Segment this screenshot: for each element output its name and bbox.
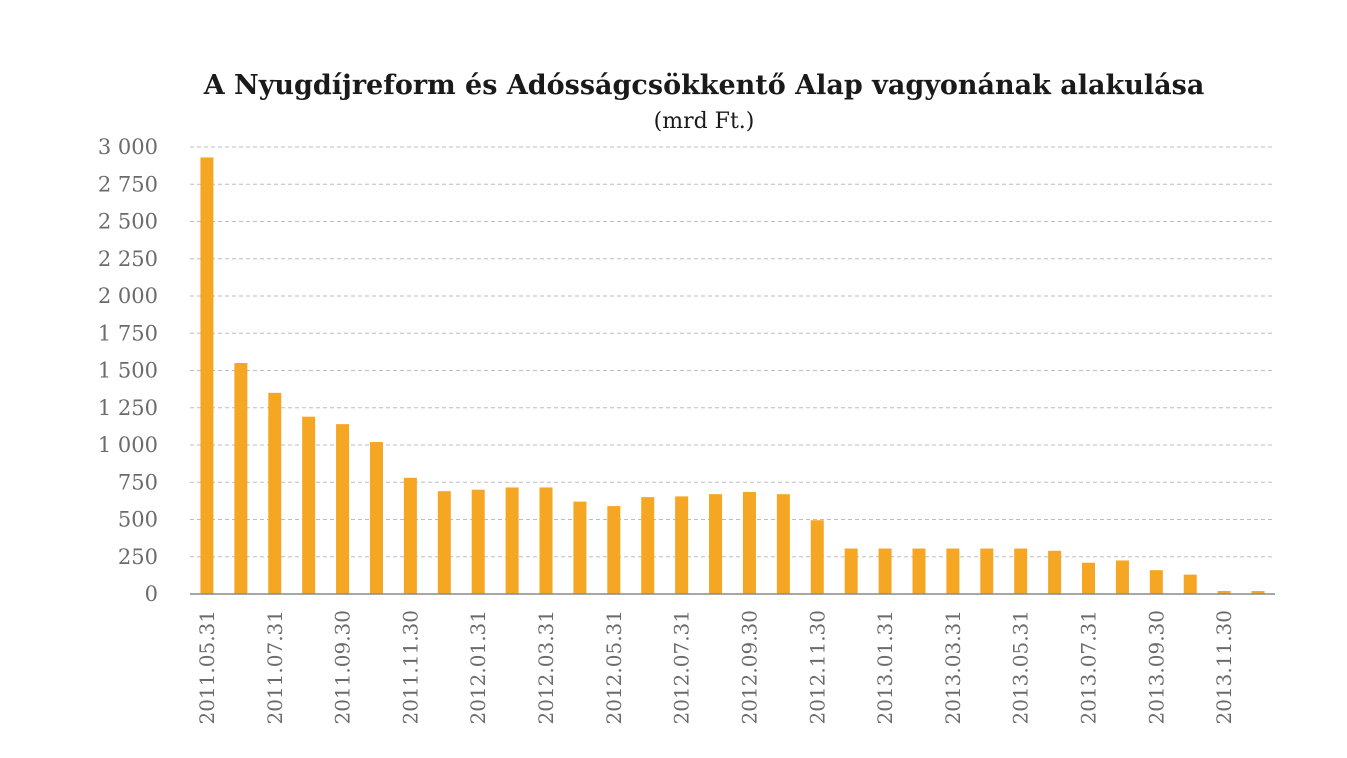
- x-tick-label: 2013.07.31: [1077, 610, 1101, 725]
- y-tick-label: 1 250: [98, 396, 158, 420]
- bar: [234, 363, 248, 594]
- bar: [810, 520, 824, 594]
- bar: [607, 506, 621, 594]
- x-axis-ticks: 2011.05.31 2011.07.31 2011.09.30 2011.11.30…: [195, 610, 1236, 725]
- y-tick-label: 2 750: [98, 172, 158, 196]
- x-tick-label: 2011.05.31: [195, 610, 219, 725]
- bar: [1115, 560, 1129, 594]
- x-tick-label: 2012.11.30: [805, 610, 829, 725]
- bar: [1082, 562, 1096, 594]
- bar: [437, 491, 451, 594]
- bar: [369, 442, 383, 594]
- x-tick-label: 2013.11.30: [1212, 610, 1236, 725]
- bar: [1183, 574, 1197, 594]
- gridlines: [190, 146, 1275, 558]
- bar: [675, 496, 689, 594]
- x-tick-label: 2012.01.31: [466, 610, 490, 725]
- bar: [742, 491, 756, 594]
- y-tick-label: 1 500: [98, 359, 158, 383]
- bar: [268, 392, 282, 594]
- bar: [302, 416, 316, 594]
- bars: [200, 157, 1265, 594]
- bar: [709, 494, 723, 594]
- bar: [1217, 591, 1231, 594]
- bar: [912, 548, 926, 594]
- bar: [1014, 548, 1028, 594]
- y-tick-label: 750: [118, 470, 158, 494]
- bar: [1149, 570, 1163, 594]
- y-tick-label: 2 250: [98, 247, 158, 271]
- bar: [336, 424, 350, 594]
- x-tick-label: 2011.09.30: [331, 610, 355, 725]
- y-tick-label: 250: [118, 545, 158, 569]
- x-tick-label: 2012.03.31: [534, 610, 558, 725]
- x-tick-label: 2013.01.31: [873, 610, 897, 725]
- y-tick-label: 2 000: [98, 284, 158, 308]
- bar: [1251, 591, 1265, 594]
- y-tick-label: 500: [118, 508, 158, 532]
- y-tick-label: 3 000: [98, 135, 158, 159]
- x-tick-label: 2012.09.30: [737, 610, 761, 725]
- bar: [539, 487, 553, 594]
- y-tick-label: 0: [145, 582, 158, 606]
- x-tick-label: 2011.11.30: [398, 610, 422, 725]
- x-tick-label: 2013.09.30: [1144, 610, 1168, 725]
- x-tick-label: 2011.07.31: [263, 610, 287, 725]
- bar: [1048, 550, 1062, 594]
- bar: [844, 548, 858, 594]
- bar: [200, 157, 214, 594]
- y-tick-label: 2 500: [98, 210, 158, 234]
- bar: [980, 548, 994, 594]
- bar: [471, 489, 485, 594]
- x-tick-label: 2012.05.31: [602, 610, 626, 725]
- chart-subtitle: (mrd Ft.): [654, 109, 755, 134]
- bar: [403, 477, 417, 594]
- bar: [641, 497, 655, 594]
- bar: [776, 494, 790, 594]
- bar: [878, 548, 892, 594]
- bar: [946, 548, 960, 594]
- x-tick-label: 2012.07.31: [670, 610, 694, 725]
- bar: [505, 487, 519, 594]
- bar: [573, 501, 587, 594]
- x-tick-label: 2013.05.31: [1009, 610, 1033, 725]
- y-tick-label: 1 750: [98, 321, 158, 345]
- y-tick-label: 1 000: [98, 433, 158, 457]
- x-tick-label: 2013.03.31: [941, 610, 965, 725]
- y-axis-ticks: 0 250 500 750 1 000 1 250 1 500 1 750 2 000 2 250…: [98, 135, 158, 606]
- chart-title: A Nyugdíjreform és Adósságcsökkentő Alap…: [203, 70, 1205, 101]
